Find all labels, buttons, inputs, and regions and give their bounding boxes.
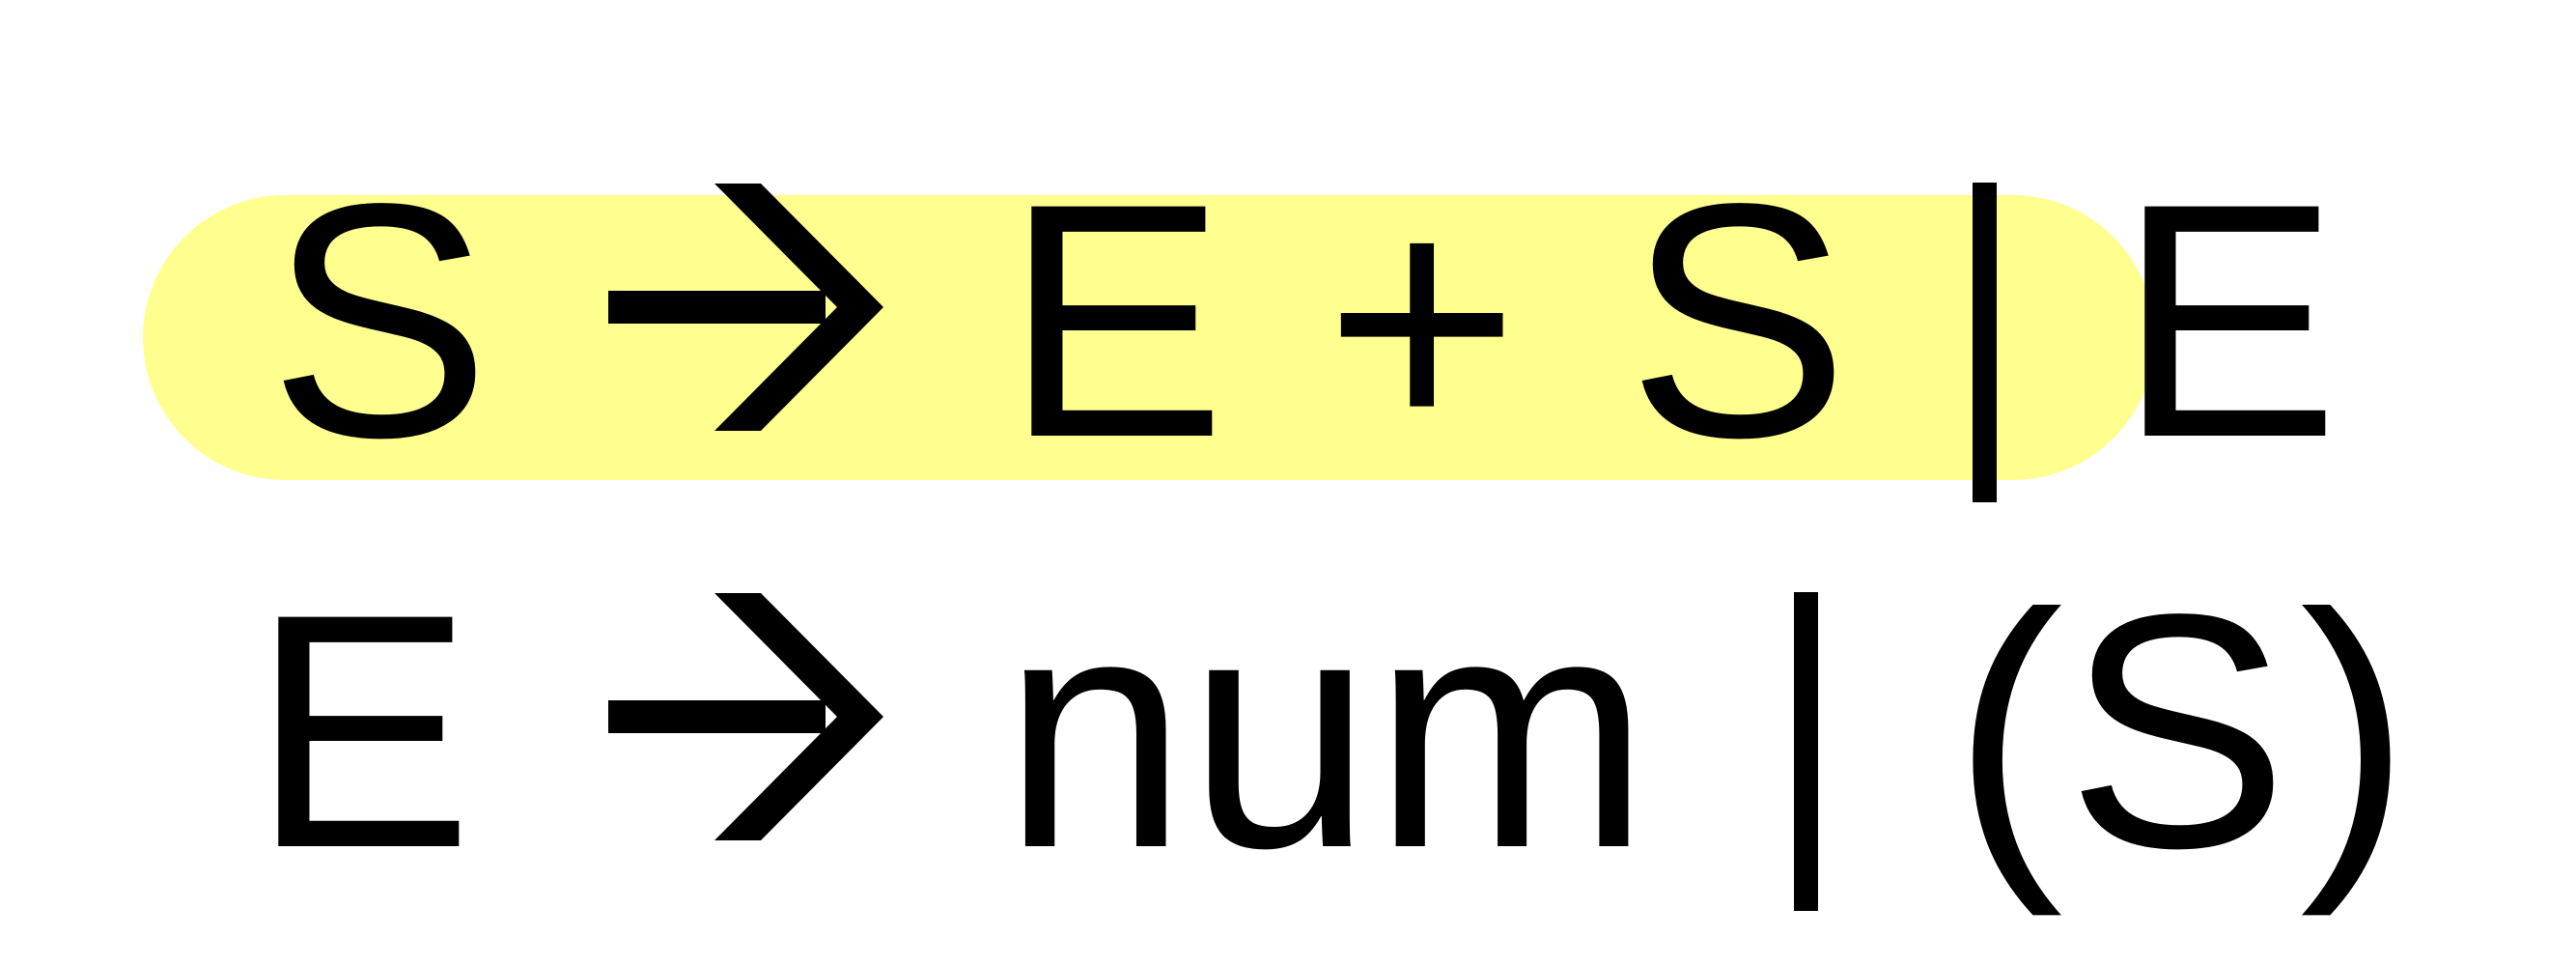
rule-2-separator [1794, 592, 1818, 911]
rule-2-lhs: E [251, 546, 474, 918]
rule-2-alt2-symbol-2: S [2066, 546, 2289, 918]
rule-1-lhs: S [268, 135, 491, 507]
rule-1-separator [1973, 183, 1997, 502]
rule-1-highlight [143, 195, 2155, 480]
rule-1-alt1-symbol-2: + [1325, 135, 1520, 507]
right-arrow-icon [608, 184, 883, 431]
rule-2-alt2-symbol-1: ( [1952, 546, 2063, 918]
right-arrow-icon [608, 593, 883, 840]
rule-1-alt2-symbol-1: E [2117, 135, 2340, 507]
rule-1-alt1-symbol-3: S [1627, 135, 1850, 507]
rule-2-alt2-symbol-3: ) [2300, 546, 2411, 918]
rule-1-alt1-symbol-1: E [1004, 135, 1227, 507]
rule-2-alt1-symbol-1: num [1002, 546, 1651, 918]
